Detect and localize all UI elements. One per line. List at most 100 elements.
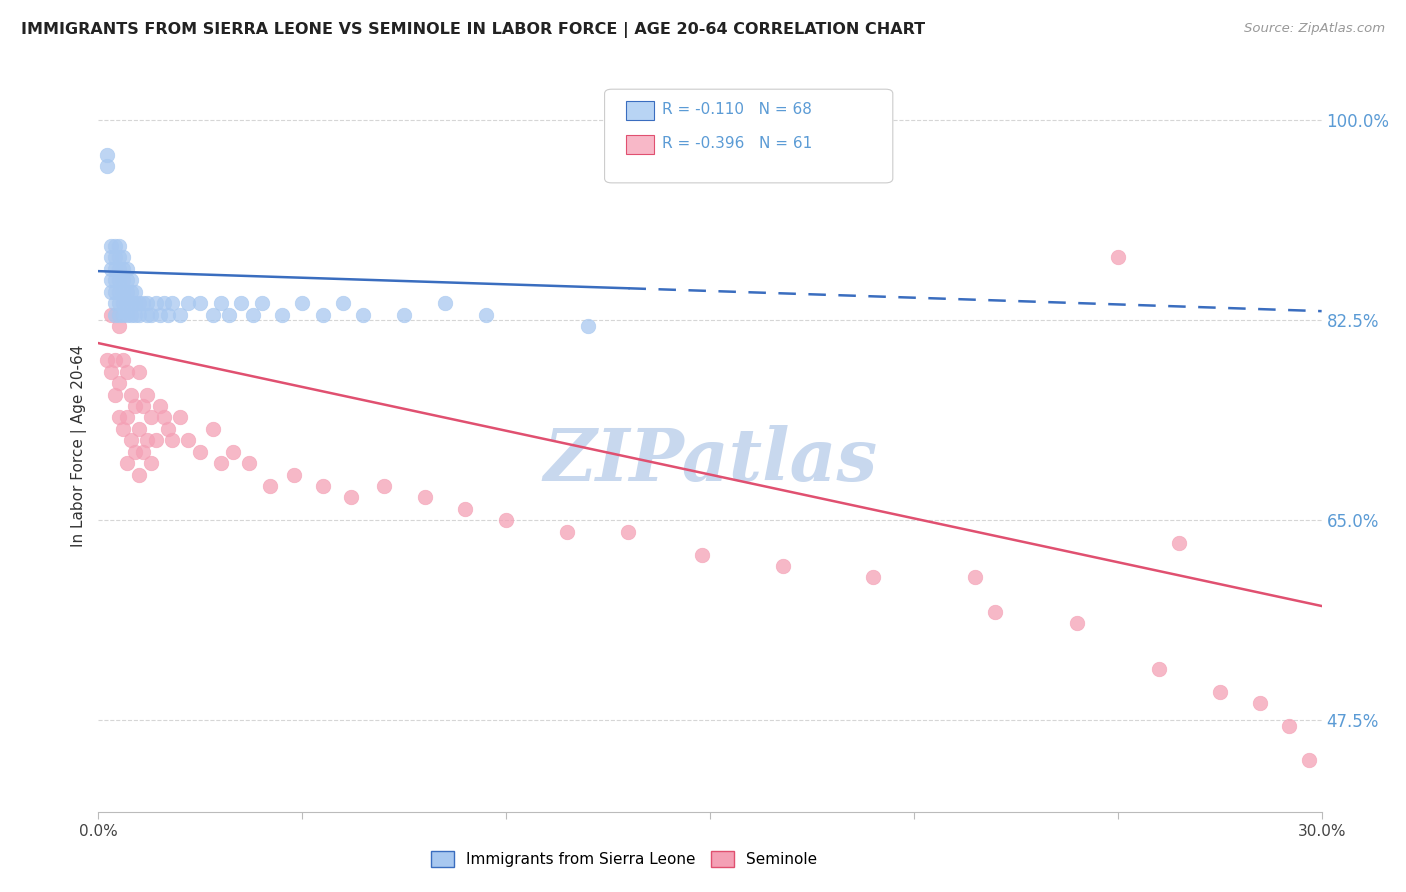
Point: [115, 365, 138, 379]
Text: R = -0.396   N = 61: R = -0.396 N = 61: [662, 136, 813, 151]
Point: [111, 308, 134, 322]
Point: [340, 491, 363, 505]
Point: [177, 296, 200, 310]
Point: [1167, 536, 1189, 550]
Point: [111, 273, 134, 287]
Point: [160, 434, 183, 448]
Point: [115, 456, 138, 470]
Point: [120, 285, 142, 299]
Point: [557, 524, 579, 539]
Point: [111, 261, 134, 276]
Point: [108, 318, 131, 333]
Point: [413, 491, 436, 505]
Point: [250, 296, 273, 310]
Point: [188, 444, 212, 458]
Point: [1278, 719, 1301, 733]
Point: [352, 308, 374, 322]
Point: [111, 353, 134, 368]
Point: [169, 410, 191, 425]
Point: [136, 308, 159, 322]
Point: [136, 387, 159, 401]
Point: [495, 513, 517, 527]
Point: [124, 285, 146, 299]
Point: [100, 273, 122, 287]
Point: [270, 308, 294, 322]
Point: [128, 296, 150, 310]
Point: [100, 251, 122, 265]
Point: [120, 387, 142, 401]
Point: [169, 308, 191, 322]
Point: [100, 308, 122, 322]
Point: [984, 605, 1007, 619]
Text: R = -0.110   N = 68: R = -0.110 N = 68: [662, 103, 813, 117]
Point: [115, 273, 138, 287]
Point: [104, 251, 127, 265]
Point: [108, 376, 131, 391]
Point: [104, 308, 127, 322]
Point: [201, 308, 224, 322]
Legend: Immigrants from Sierra Leone, Seminole: Immigrants from Sierra Leone, Seminole: [425, 846, 824, 873]
Point: [772, 559, 794, 574]
Point: [201, 422, 224, 436]
Point: [100, 365, 122, 379]
Point: [862, 570, 884, 584]
Point: [177, 434, 200, 448]
Text: IMMIGRANTS FROM SIERRA LEONE VS SEMINOLE IN LABOR FORCE | AGE 20-64 CORRELATION : IMMIGRANTS FROM SIERRA LEONE VS SEMINOLE…: [21, 22, 925, 38]
Point: [283, 467, 305, 482]
Point: [242, 308, 264, 322]
Point: [1147, 662, 1170, 676]
Text: ZIPatlas: ZIPatlas: [543, 425, 877, 496]
Point: [128, 308, 150, 322]
Point: [111, 251, 134, 265]
Point: [104, 285, 127, 299]
Point: [96, 353, 118, 368]
Point: [108, 410, 131, 425]
Point: [454, 501, 477, 516]
Point: [104, 353, 127, 368]
Point: [124, 296, 146, 310]
Point: [149, 308, 172, 322]
Point: [141, 410, 163, 425]
Point: [312, 479, 335, 493]
Point: [108, 285, 131, 299]
Point: [108, 261, 131, 276]
Point: [222, 444, 245, 458]
Point: [115, 410, 138, 425]
Point: [100, 261, 122, 276]
Point: [373, 479, 395, 493]
Text: Source: ZipAtlas.com: Source: ZipAtlas.com: [1244, 22, 1385, 36]
Point: [115, 308, 138, 322]
Point: [231, 296, 253, 310]
Point: [136, 434, 159, 448]
Point: [690, 548, 713, 562]
Point: [108, 239, 131, 253]
Point: [128, 422, 150, 436]
Point: [96, 159, 118, 173]
Point: [108, 251, 131, 265]
Point: [209, 296, 232, 310]
Point: [1066, 616, 1088, 631]
Point: [132, 444, 155, 458]
Point: [132, 399, 155, 413]
Point: [104, 387, 127, 401]
Point: [115, 285, 138, 299]
Point: [104, 296, 127, 310]
Point: [124, 399, 146, 413]
Point: [332, 296, 354, 310]
Point: [108, 273, 131, 287]
Point: [434, 296, 457, 310]
Point: [136, 296, 159, 310]
Point: [156, 422, 179, 436]
Point: [115, 261, 138, 276]
Point: [149, 399, 172, 413]
Point: [1249, 696, 1271, 710]
Point: [145, 296, 167, 310]
Point: [160, 296, 183, 310]
Point: [188, 296, 212, 310]
Point: [104, 239, 127, 253]
Point: [152, 296, 174, 310]
Point: [617, 524, 640, 539]
Point: [104, 273, 127, 287]
Point: [474, 308, 498, 322]
Point: [291, 296, 314, 310]
